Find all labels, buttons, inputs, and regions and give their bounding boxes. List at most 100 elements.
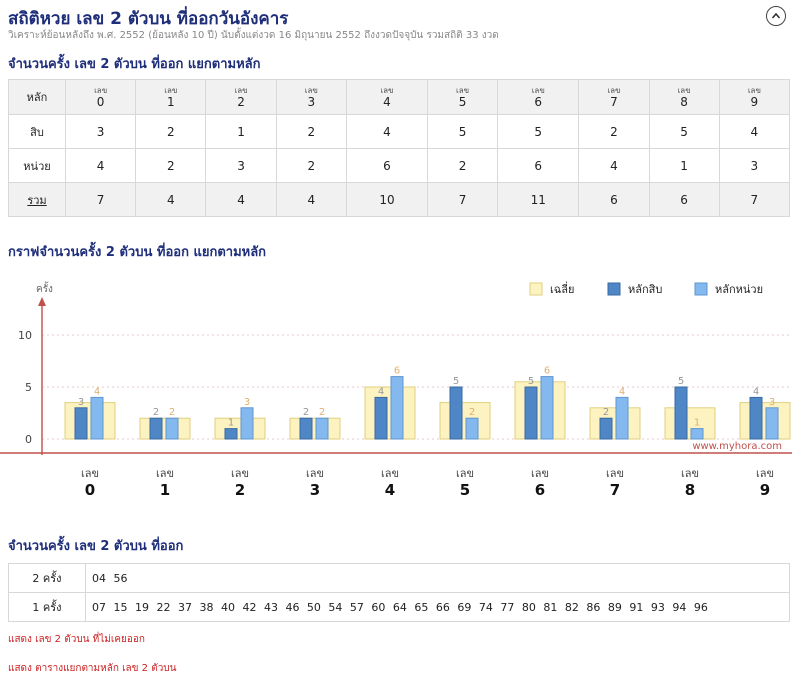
table-cell: 4 xyxy=(205,182,277,217)
chart-watermark: www.myhora.com xyxy=(692,441,782,452)
digit-number: 7 xyxy=(610,94,618,109)
x-tick-prefix: เลข xyxy=(606,467,624,480)
table-cell: 4 xyxy=(345,114,428,149)
x-tick-prefix: เลข xyxy=(756,467,774,480)
digit-header: เลข 8 xyxy=(648,79,720,115)
bar-tens-value: 2 xyxy=(153,407,159,418)
x-tick-prefix: เลข xyxy=(531,467,549,480)
digit-prefix: เลข xyxy=(456,85,470,95)
bar-units xyxy=(165,417,179,440)
freq-row-label: 2 ครั้ง xyxy=(8,563,86,593)
table-cell: 2 xyxy=(275,114,347,149)
frequency-table: 2 ครั้ง 04 56 1 ครั้ง 07 15 19 22 37 38 … xyxy=(8,563,790,622)
bar-tens xyxy=(74,407,88,440)
bar-tens xyxy=(374,396,388,440)
digit-number: 2 xyxy=(237,94,245,109)
table-cell: 1 xyxy=(205,114,277,149)
table-cell: 6 xyxy=(578,182,650,217)
page-subtitle: วิเคราะห์ย้อนหลังถึง พ.ศ. 2552 (ย้อนหลัง… xyxy=(8,30,499,41)
bar-average xyxy=(364,386,416,440)
x-tick-prefix: เลข xyxy=(306,467,324,480)
x-tick-label: 1 xyxy=(160,481,170,499)
x-tick-label: 2 xyxy=(235,481,245,499)
bar-tens-value: 4 xyxy=(378,386,384,397)
x-tick-prefix: เลข xyxy=(381,467,399,480)
digit-number: 6 xyxy=(534,94,543,109)
digit-prefix: เลข xyxy=(677,85,691,95)
freq-row-numbers: 07 15 19 22 37 38 40 42 43 46 50 54 57 6… xyxy=(85,592,790,622)
freq-row-label: 1 ครั้ง xyxy=(8,592,86,622)
link-never-drawn[interactable]: แสดง เลข 2 ตัวบน ที่ไม่เคยออก xyxy=(8,634,145,645)
table-cell: 2 xyxy=(578,114,650,149)
row-label[interactable]: รวม xyxy=(8,182,66,217)
bar-tens-value: 3 xyxy=(78,397,84,408)
table-cell: 3 xyxy=(718,148,791,183)
table-cell: 4 xyxy=(64,148,137,183)
bar-tens-value: 2 xyxy=(603,407,609,418)
bar-tens-value: 5 xyxy=(528,376,534,387)
bar-average xyxy=(289,417,341,440)
bar-tens-value: 5 xyxy=(678,376,684,387)
freq-row: 1 ครั้ง 07 15 19 22 37 38 40 42 43 46 50… xyxy=(8,592,790,622)
x-tick-label: 3 xyxy=(310,481,320,499)
table-cell: 3 xyxy=(205,148,277,183)
x-tick-label: 7 xyxy=(610,481,620,499)
digit-number: 0 xyxy=(96,94,105,109)
digit-header: เลข 2 xyxy=(205,79,277,115)
table-cell: 7 xyxy=(426,182,499,217)
bar-average xyxy=(64,402,116,440)
y-axis-arrow-icon xyxy=(38,297,46,306)
chart-section-title: กราฟจำนวนครั้ง 2 ตัวบน ที่ออก แยกตามหลัก xyxy=(8,245,267,260)
bar-tens xyxy=(299,417,313,440)
bar-tens-value: 4 xyxy=(753,386,759,397)
bar-tens xyxy=(149,417,163,440)
y-tick-label: 0 xyxy=(25,433,32,446)
link-table-by-digit[interactable]: แสดง ตารางแยกตามหลัก เลข 2 ตัวบน xyxy=(8,663,177,674)
table-cell: 4 xyxy=(135,182,207,217)
table-cell: 7 xyxy=(718,182,791,217)
bar-units-value: 1 xyxy=(694,418,700,429)
table-row-total: รวม 7 4 4 4 10 7 11 6 6 7 xyxy=(8,182,791,217)
table-cell: 5 xyxy=(497,114,580,149)
bar-units-value: 6 xyxy=(544,366,550,377)
page-title: สถิติหวย เลข 2 ตัวบน ที่ออกวันอังคาร xyxy=(8,9,289,29)
table-cell: 10 xyxy=(345,182,428,217)
x-tick-prefix: เลข xyxy=(156,467,174,480)
bar-average xyxy=(439,402,491,440)
bar-tens xyxy=(224,428,238,440)
bar-average xyxy=(139,417,191,440)
collapse-button[interactable] xyxy=(766,6,786,26)
bar-units-value: 3 xyxy=(769,397,775,408)
bar-units xyxy=(765,407,779,440)
legend-average-label: เฉลี่ย xyxy=(550,281,574,296)
digit-header: เลข 9 xyxy=(718,79,791,115)
bar-average xyxy=(589,407,641,440)
digit-prefix: เลข xyxy=(607,85,621,95)
digit-prefix: เลข xyxy=(164,85,178,95)
bar-units-value: 4 xyxy=(619,386,625,397)
freq-section-title: จำนวนครั้ง เลข 2 ตัวบน ที่ออก xyxy=(8,539,184,554)
bar-tens xyxy=(599,417,613,440)
bar-units xyxy=(240,407,254,440)
digit-prefix: เลข xyxy=(94,85,108,95)
digit-number: 1 xyxy=(167,94,175,109)
digit-prefix: เลข xyxy=(380,85,394,95)
y-tick-label: 5 xyxy=(25,381,32,394)
legend-average-swatch xyxy=(529,282,543,296)
table-cell: 7 xyxy=(64,182,137,217)
bar-units xyxy=(690,428,704,440)
bar-units xyxy=(390,376,404,440)
x-tick-prefix: เลข xyxy=(681,467,699,480)
table-corner-label: หลัก xyxy=(8,79,66,115)
x-tick-label: 9 xyxy=(760,481,770,499)
digit-number: 8 xyxy=(680,94,688,109)
bar-average xyxy=(214,417,266,440)
row-label: หน่วย xyxy=(8,148,66,183)
x-tick-label: 6 xyxy=(535,481,545,499)
table-cell: 6 xyxy=(345,148,428,183)
digit-prefix: เลข xyxy=(304,85,318,95)
bar-units-value: 2 xyxy=(469,407,475,418)
row-label: สิบ xyxy=(8,114,66,149)
digit-header: เลข 5 xyxy=(426,79,499,115)
